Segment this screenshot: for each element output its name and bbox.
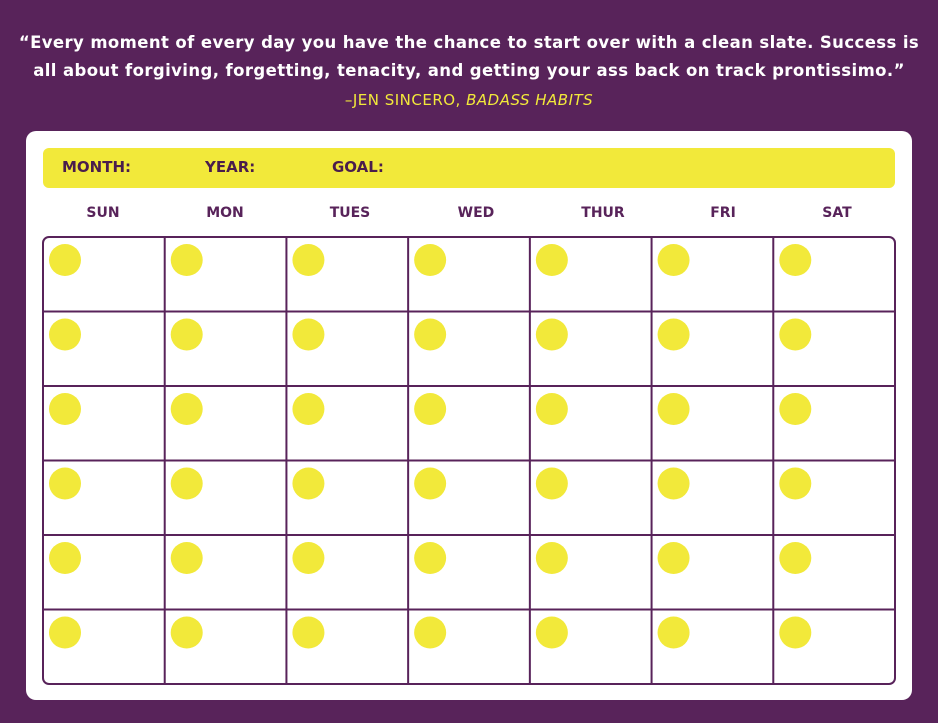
day-dot xyxy=(414,244,447,276)
day-dot xyxy=(170,467,203,500)
day-label: THUR xyxy=(581,205,625,221)
day-dot xyxy=(292,542,325,574)
day-dot xyxy=(657,318,690,351)
day-dot xyxy=(170,393,203,425)
day-dot xyxy=(292,467,325,500)
day-dot xyxy=(657,616,690,649)
day-dot xyxy=(657,244,690,276)
day-label: WED xyxy=(458,205,495,221)
day-dot xyxy=(49,616,81,649)
day-label: TUES xyxy=(330,205,371,221)
day-dot xyxy=(779,616,812,649)
day-dot xyxy=(292,318,325,351)
day-label: MON xyxy=(206,205,244,221)
day-dot xyxy=(170,542,203,574)
day-dot xyxy=(535,318,568,351)
day-dot xyxy=(49,244,81,276)
day-dot xyxy=(414,616,447,649)
day-dot xyxy=(292,393,325,425)
day-label: FRI xyxy=(710,205,736,221)
day-dot xyxy=(535,542,568,574)
day-dot xyxy=(170,616,203,649)
year-label: YEAR: xyxy=(205,158,256,176)
day-dot xyxy=(49,318,81,351)
attribution: –JEN SINCERO, BADASS HABITS xyxy=(0,91,938,109)
day-dot xyxy=(535,393,568,425)
day-dot xyxy=(292,616,325,649)
day-dot xyxy=(414,467,447,500)
day-dot xyxy=(170,318,203,351)
author: –JEN SINCERO, xyxy=(344,91,467,109)
day-dot xyxy=(535,467,568,500)
day-dot xyxy=(535,244,568,276)
day-dot xyxy=(535,616,568,649)
month-label: MONTH: xyxy=(62,158,132,176)
day-dot xyxy=(657,542,690,574)
day-dot xyxy=(49,467,81,500)
quote-line: all about forgiving, forgetting, tenacit… xyxy=(33,61,905,80)
day-dot xyxy=(779,244,812,276)
day-dot xyxy=(414,318,447,351)
day-dot xyxy=(414,542,447,574)
book: BADASS HABITS xyxy=(466,91,594,109)
day-dot xyxy=(657,467,690,500)
day-dot xyxy=(779,542,812,574)
day-label: SAT xyxy=(822,205,852,221)
day-dot xyxy=(49,393,81,425)
day-dot xyxy=(414,393,447,425)
day-dot xyxy=(49,542,81,574)
quote-line: “Every moment of every day you have the … xyxy=(18,33,920,52)
day-label: SUN xyxy=(86,205,119,221)
header-bar xyxy=(43,148,895,188)
day-dot xyxy=(292,244,325,276)
goal-label: GOAL: xyxy=(332,158,384,176)
day-dot xyxy=(779,318,812,351)
day-dot xyxy=(170,244,203,276)
day-dot xyxy=(779,393,812,425)
day-dot xyxy=(657,393,690,425)
day-dot xyxy=(779,467,812,500)
